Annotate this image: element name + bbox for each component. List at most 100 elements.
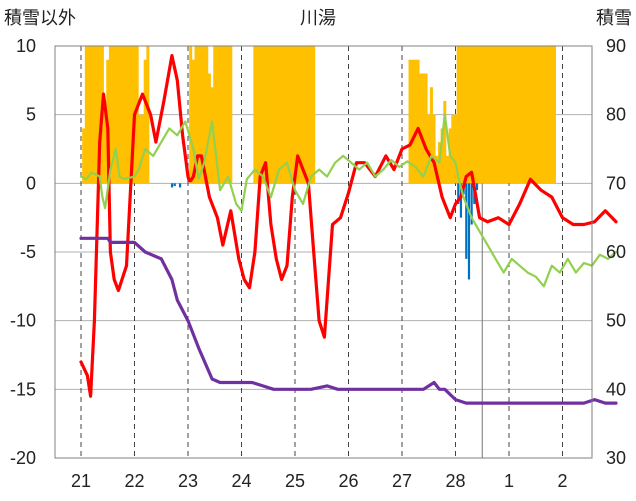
snowfall-bar <box>502 46 506 184</box>
snowfall-bar <box>419 73 423 184</box>
snowfall-bar <box>494 46 498 184</box>
snowfall-bar <box>445 155 449 184</box>
snowfall-bar <box>98 46 102 184</box>
snowfall-bar <box>111 46 115 184</box>
snowfall-bar <box>440 128 444 184</box>
chart-title: 川湯 <box>300 8 336 28</box>
snowfall-bar <box>309 46 313 184</box>
snowfall-bar <box>82 128 86 184</box>
snowfall-bar <box>272 46 276 184</box>
snowfall-bar <box>475 46 479 184</box>
snowfall-bar <box>301 46 305 184</box>
snowfall-bar <box>261 46 265 184</box>
x-tick-label: 1 <box>504 471 514 491</box>
snowfall-bar <box>143 59 147 184</box>
snowfall-bar <box>258 46 262 184</box>
snowfall-bar <box>221 46 225 184</box>
snowfall-bar <box>443 100 447 184</box>
snowfall-bar <box>253 46 257 184</box>
snowfall-bar <box>454 114 457 184</box>
snowfall-bar <box>486 46 490 184</box>
snowfall-bar <box>459 46 463 184</box>
right-tick-label: 90 <box>606 36 626 56</box>
left-tick-label: -15 <box>10 379 36 399</box>
snowfall-bar <box>491 46 495 184</box>
left-axis-title: 積雪以外 <box>4 8 76 28</box>
snowfall-bar <box>472 46 476 184</box>
right-tick-label: 50 <box>606 311 626 331</box>
snowfall-bar <box>277 46 281 184</box>
snowfall-bar <box>84 46 88 184</box>
x-tick-label: 24 <box>231 471 251 491</box>
snowfall-bar <box>215 46 219 184</box>
snowfall-bar <box>542 46 546 184</box>
snowfall-bar <box>531 46 535 184</box>
snowfall-bar <box>256 46 260 184</box>
snowfall-bar <box>544 46 548 184</box>
snowfall-bar <box>189 46 193 184</box>
snowfall-bar <box>499 46 503 184</box>
x-tick-label: 25 <box>285 471 305 491</box>
snowfall-bar <box>547 46 551 184</box>
snowfall-bar <box>520 46 524 184</box>
negative-bar <box>459 183 463 218</box>
snowfall-bar <box>90 46 94 184</box>
negative-bar <box>178 183 182 188</box>
snowfall-bar <box>207 73 211 184</box>
right-tick-label: 60 <box>606 242 626 262</box>
snowfall-bar <box>411 59 415 184</box>
x-tick-label: 28 <box>445 471 465 491</box>
series-line-2 <box>79 113 618 288</box>
snowfall-bar <box>432 114 436 184</box>
snowfall-bar <box>416 59 420 184</box>
snowfall-bar <box>223 46 227 184</box>
snowfall-bar <box>116 46 120 184</box>
snowfall-bar <box>141 114 145 184</box>
snowfall-bar <box>197 46 201 184</box>
left-tick-label: -20 <box>10 448 36 468</box>
snowfall-bar <box>213 46 217 184</box>
snowfall-bar <box>202 46 206 184</box>
snowfall-bar <box>424 73 428 184</box>
snowfall-bar <box>293 46 297 184</box>
snowfall-bar <box>122 46 126 184</box>
left-tick-label: 10 <box>16 36 36 56</box>
snowfall-bar <box>296 46 300 184</box>
snowfall-bar <box>552 46 556 184</box>
snowfall-bar <box>130 46 134 184</box>
left-tick-label: 0 <box>26 173 36 193</box>
snowfall-bar <box>306 46 310 184</box>
snowfall-bar <box>413 59 417 184</box>
snowfall-bar <box>146 46 150 184</box>
snowfall-bar <box>496 46 500 184</box>
negative-bar <box>465 183 468 259</box>
snowfall-bar <box>95 46 99 184</box>
snowfall-bar <box>205 46 209 184</box>
negative-bar <box>457 183 460 204</box>
snowfall-bar <box>269 46 273 184</box>
snowfall-bar <box>199 46 203 184</box>
snowfall-bar <box>92 46 96 184</box>
snowfall-bar <box>478 46 482 184</box>
negative-bar <box>173 183 176 187</box>
negative-bar <box>467 183 471 280</box>
snowfall-bar <box>518 46 522 184</box>
snowfall-bar <box>534 46 538 184</box>
snowfall-bar <box>210 87 214 184</box>
snowfall-bar <box>421 73 425 184</box>
snowfall-bar <box>304 46 308 184</box>
snowfall-bar <box>119 46 123 184</box>
snowfall-bars <box>82 46 556 280</box>
snowfall-bar <box>108 46 112 184</box>
snowfall-bar <box>114 46 118 184</box>
x-tick-label: 26 <box>338 471 358 491</box>
right-tick-label: 80 <box>606 105 626 125</box>
snowfall-bar <box>274 46 278 184</box>
snowfall-bar <box>507 46 511 184</box>
snowfall-bar <box>290 46 294 184</box>
snowfall-bar <box>451 114 455 184</box>
x-tick-label: 22 <box>124 471 144 491</box>
snowfall-bar <box>191 59 195 184</box>
